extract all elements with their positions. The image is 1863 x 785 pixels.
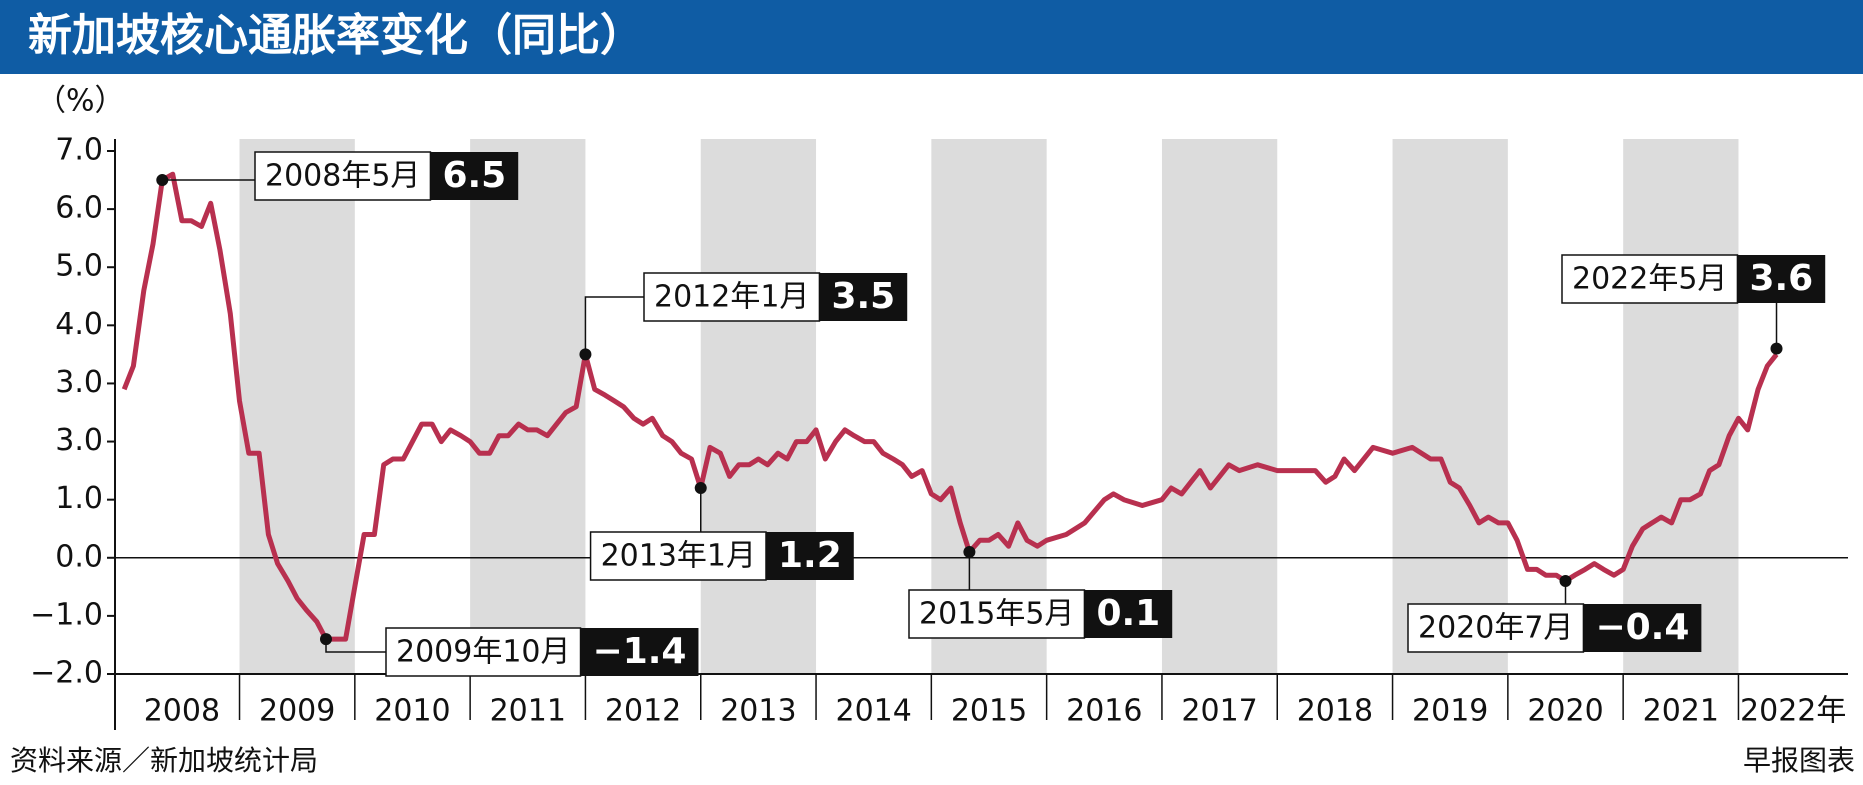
x-tick-label: 2017 — [1181, 694, 1257, 729]
y-tick-label: 0.0 — [55, 539, 103, 574]
x-tick-label: 2016 — [1066, 694, 1142, 729]
annotation-dot — [320, 633, 333, 646]
x-tick-label: 2020 — [1527, 694, 1603, 729]
year-band — [1392, 139, 1508, 674]
x-tick-label: 2009 — [259, 694, 335, 729]
annotation-value-box — [819, 273, 908, 321]
annotation: 2013年1月 1.2 — [589, 531, 854, 581]
x-tick-label: 2014 — [836, 694, 912, 729]
annotation-date: 2022年5月 — [1572, 262, 1727, 297]
y-axis-label: （%） — [36, 84, 125, 119]
y-tick-label: 3.0 — [55, 365, 103, 400]
annotation-dot — [1559, 575, 1572, 588]
annotation-date: 2013年1月 — [601, 539, 756, 574]
annotation-value: 1.2 — [778, 535, 842, 576]
annotation-date: 2008年5月 — [265, 159, 420, 194]
year-band — [470, 139, 586, 674]
title-bar — [0, 0, 1863, 74]
annotation-box — [589, 531, 767, 581]
annotation-date: 2009年10月 — [396, 635, 571, 670]
annotation: 2020年7月 −0.4 — [1407, 603, 1702, 653]
annotation-value-box — [1737, 255, 1826, 303]
year-band — [239, 139, 355, 674]
annotation-value-box — [430, 152, 519, 200]
annotation-value: −0.4 — [1595, 607, 1689, 648]
x-tick-label: 2018 — [1297, 694, 1373, 729]
y-tick-label: 3.0 — [55, 423, 103, 458]
x-tick-label: 2022年 — [1740, 694, 1846, 729]
y-tick-label: −1.0 — [30, 597, 103, 632]
annotation-box — [643, 272, 821, 322]
leader-line — [584, 296, 644, 355]
x-tick-label: 2012 — [605, 694, 681, 729]
annotation-value: 6.5 — [442, 155, 506, 196]
x-tick-label: 2019 — [1412, 694, 1488, 729]
annotation-value-box — [766, 532, 854, 580]
year-band — [700, 139, 817, 674]
data-line — [121, 171, 1779, 642]
x-tick-label: 2011 — [490, 694, 566, 729]
annotation: 2022年5月 3.6 — [1561, 254, 1826, 304]
year-band — [1623, 139, 1739, 674]
annotation-dot — [579, 348, 592, 361]
annotation-box — [1407, 603, 1585, 653]
annotation-date: 2020年7月 — [1418, 611, 1573, 646]
annotation: 2009年10月 −1.4 — [385, 627, 699, 677]
annotation-value: 3.6 — [1749, 258, 1813, 299]
y-tick-label: 4.0 — [55, 307, 103, 342]
annotation: 2012年1月 3.5 — [643, 272, 908, 322]
annotation-value-box — [1084, 590, 1173, 638]
annotation-box — [254, 151, 432, 201]
annotation-value-box — [1583, 604, 1702, 652]
annotation-box — [385, 627, 582, 677]
credit: 早报图表 — [1743, 744, 1855, 777]
annotation-dot — [156, 174, 169, 187]
year-band — [1161, 139, 1278, 674]
y-tick-label: 7.0 — [55, 133, 103, 168]
annotation-value-box — [580, 628, 699, 676]
annotation-box — [1561, 254, 1739, 304]
source: 资料来源／新加坡统计局 — [10, 744, 318, 777]
y-tick-label: −2.0 — [30, 656, 103, 691]
x-tick-label: 2013 — [720, 694, 796, 729]
chart-title: 新加坡核心通胀率变化（同比） — [28, 10, 644, 61]
x-tick-label: 2015 — [951, 694, 1027, 729]
x-tick-label: 2010 — [374, 694, 450, 729]
y-tick-label: 6.0 — [55, 191, 103, 226]
annotation-dot — [1770, 342, 1783, 355]
annotation-box — [908, 589, 1086, 639]
annotation: 2015年5月 0.1 — [908, 589, 1173, 639]
annotation-date: 2012年1月 — [654, 280, 809, 315]
y-tick-label: 1.0 — [55, 481, 103, 516]
annotation-dot — [963, 545, 976, 558]
annotation-date: 2015年5月 — [919, 597, 1074, 632]
annotation-dot — [694, 482, 707, 495]
annotation-value: −1.4 — [593, 631, 687, 672]
year-band — [931, 139, 1047, 674]
x-tick-label: 2021 — [1643, 694, 1719, 729]
annotation-value: 3.5 — [831, 276, 895, 317]
annotation: 2008年5月 6.5 — [254, 151, 519, 201]
annotation-value: 0.1 — [1096, 593, 1160, 634]
y-tick-label: 5.0 — [55, 249, 103, 284]
x-tick-label: 2008 — [144, 694, 220, 729]
